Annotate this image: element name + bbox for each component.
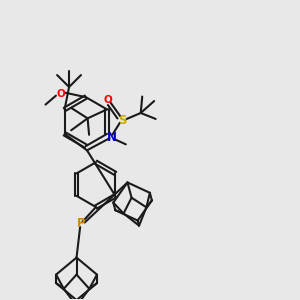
Text: O: O xyxy=(56,88,65,99)
Text: P: P xyxy=(77,217,85,230)
Text: N: N xyxy=(106,131,116,144)
Text: S: S xyxy=(118,114,127,127)
Text: O: O xyxy=(103,95,112,105)
